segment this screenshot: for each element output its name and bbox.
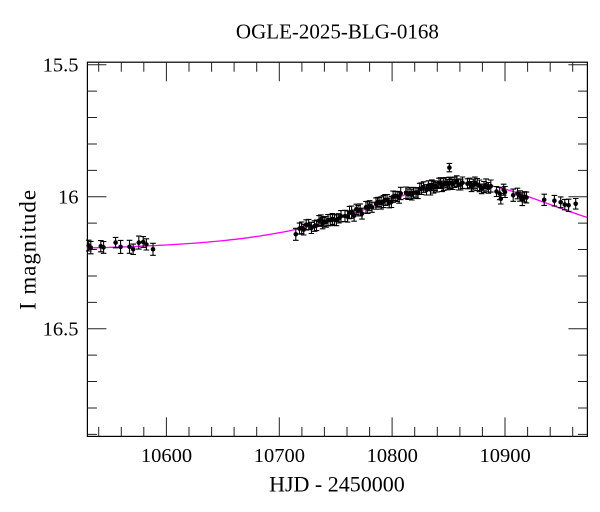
svg-text:10600: 10600: [141, 445, 192, 467]
svg-text:10800: 10800: [367, 445, 418, 467]
svg-text:OGLE-2025-BLG-0168: OGLE-2025-BLG-0168: [236, 20, 439, 44]
svg-text:15.5: 15.5: [43, 55, 79, 77]
svg-text:HJD - 2450000: HJD - 2450000: [269, 471, 405, 496]
svg-text:16: 16: [58, 187, 79, 209]
svg-text:I magnitude: I magnitude: [16, 189, 41, 310]
svg-text:10700: 10700: [254, 445, 305, 467]
svg-text:10900: 10900: [479, 445, 530, 467]
svg-text:16.5: 16.5: [43, 319, 79, 341]
